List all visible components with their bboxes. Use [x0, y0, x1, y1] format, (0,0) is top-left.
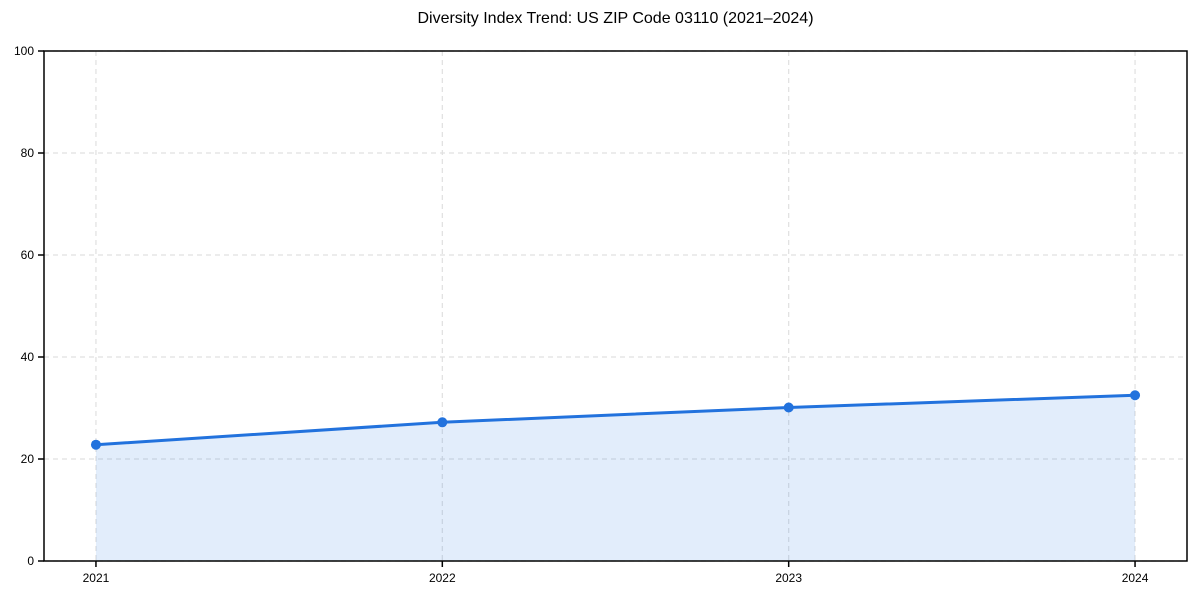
x-tick-label: 2021	[83, 571, 110, 585]
plot-border	[43, 50, 1188, 562]
y-tick-label: 0	[27, 554, 34, 568]
y-tick-label: 20	[21, 452, 35, 466]
data-point-marker	[437, 417, 448, 428]
y-tick-label: 60	[21, 248, 35, 262]
x-tick-label: 2023	[775, 571, 802, 585]
data-point-marker	[90, 439, 101, 450]
y-tick-label: 40	[21, 350, 35, 364]
area-fill	[95, 395, 1136, 561]
y-tick-label: 100	[14, 44, 34, 58]
y-tick-label: 80	[21, 146, 35, 160]
chart-title: Diversity Index Trend: US ZIP Code 03110…	[417, 10, 814, 27]
x-tick-label: 2024	[1122, 571, 1149, 585]
line-series	[94, 393, 1137, 447]
x-tick-label: 2022	[429, 571, 456, 585]
data-point-marker	[1130, 390, 1141, 401]
data-point-marker	[783, 402, 794, 413]
